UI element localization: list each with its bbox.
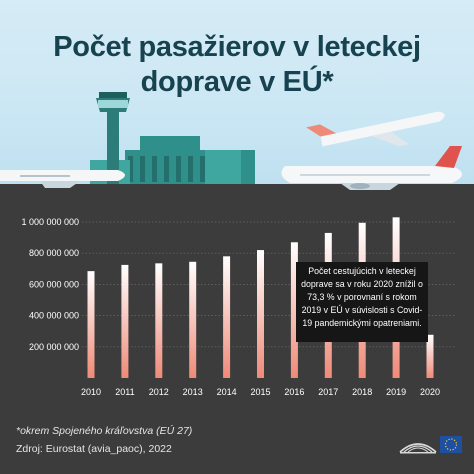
x-tick-label: 2018 — [352, 387, 372, 397]
airport-illustration — [0, 92, 462, 190]
y-axis-ticks: 200 000 000 400 000 000 600 000 000 800 000… — [21, 217, 79, 352]
x-axis-ticks: 2010 2011 2012 2013 2014 2015 2016 2017 2018 2019… — [81, 387, 440, 397]
x-tick-label: 2010 — [81, 387, 101, 397]
bar-chart: 200 000 000 400 000 000 600 000 000 800 000… — [21, 217, 456, 397]
bar-2020 — [426, 334, 434, 378]
airplane-left-icon — [0, 170, 125, 188]
airplane-flying-icon — [306, 111, 445, 147]
x-tick-label: 2011 — [115, 387, 134, 397]
bar-2012 — [155, 263, 163, 378]
x-tick-label: 2016 — [284, 387, 304, 397]
x-tick-label: 2012 — [149, 387, 169, 397]
bar-2010 — [87, 271, 95, 378]
y-tick-label: 400 000 000 — [29, 311, 79, 321]
title-line-2: doprave v EÚ* — [140, 66, 334, 98]
airplane-right-icon — [281, 146, 462, 190]
bar-2011 — [121, 264, 129, 378]
bar-2015 — [257, 250, 264, 378]
bar-2013 — [189, 261, 197, 378]
european-parliament-logo — [399, 436, 462, 454]
bar-2016 — [290, 242, 298, 378]
x-tick-label: 2013 — [183, 387, 203, 397]
source-note: Zdroj: Eurostat (avia_paoc), 2022 — [16, 443, 172, 455]
x-tick-label: 2014 — [217, 387, 237, 397]
y-tick-label: 1 000 000 000 — [21, 217, 79, 227]
y-tick-label: 800 000 000 — [29, 248, 79, 258]
airport-terminal-icon — [90, 136, 255, 184]
x-tick-label: 2015 — [250, 387, 270, 397]
y-tick-label: 600 000 000 — [29, 279, 79, 289]
control-tower-icon — [96, 92, 130, 184]
bar-2014 — [223, 256, 231, 378]
x-tick-label: 2020 — [420, 387, 440, 397]
x-tick-label: 2017 — [318, 387, 338, 397]
y-tick-label: 200 000 000 — [29, 342, 79, 352]
footnote: *okrem Spojeného kráľovstva (EÚ 27) — [16, 425, 193, 437]
page-title: Počet pasažierov v leteckej doprave v EÚ… — [0, 30, 474, 100]
callout-box: Počet cestujúcich v leteckej doprave sa … — [296, 262, 428, 342]
title-line-1: Počet pasažierov v leteckej — [53, 31, 421, 63]
x-tick-label: 2019 — [386, 387, 406, 397]
